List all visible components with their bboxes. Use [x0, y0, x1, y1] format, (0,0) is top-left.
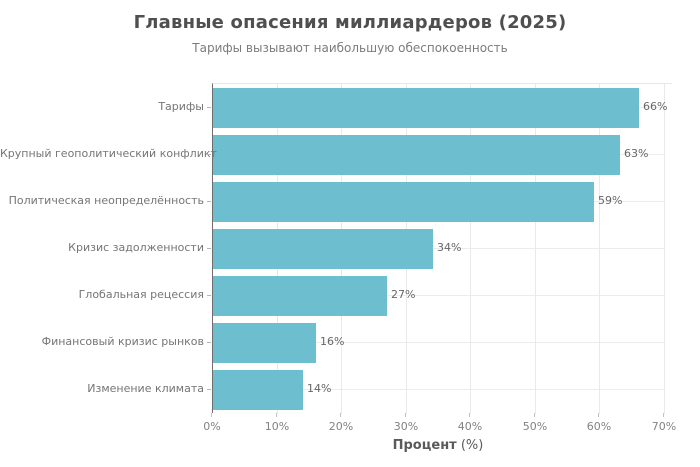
- category-label: Изменение климата: [87, 382, 204, 395]
- bar-6: [213, 323, 316, 363]
- y-axis-tick: [207, 107, 211, 108]
- y-axis-tick: [207, 389, 211, 390]
- x-tick-label: 0%: [203, 420, 221, 433]
- vertical-gridline: [535, 84, 536, 414]
- chart-subtitle: Тарифы вызывают наибольшую обеспокоеннос…: [192, 41, 508, 55]
- y-axis-tick: [207, 342, 211, 343]
- bar-value-label: 63%: [624, 147, 649, 160]
- x-tick-label: 30%: [393, 420, 419, 433]
- bar-value-label: 27%: [391, 288, 416, 301]
- x-tick-label: 40%: [457, 420, 483, 433]
- horizontal-gridline: [213, 295, 665, 296]
- x-tick-label: 70%: [651, 420, 677, 433]
- y-axis-tick: [207, 201, 211, 202]
- bar-5: [213, 276, 387, 316]
- bar-4: [213, 229, 433, 269]
- x-tick-label: 60%: [586, 420, 612, 433]
- y-axis-tick: [207, 295, 211, 296]
- bar-value-label: 34%: [437, 241, 462, 254]
- bar-2: [213, 135, 620, 175]
- x-axis-tick: [663, 413, 664, 417]
- category-label: Политическая неопределённость: [8, 194, 204, 207]
- bar-3: [213, 182, 594, 222]
- y-axis-tick: [207, 154, 211, 155]
- bar-value-label: 59%: [598, 194, 623, 207]
- x-tick-label: 10%: [264, 420, 290, 433]
- category-label: Тарифы: [158, 100, 204, 113]
- x-tick-label: 20%: [328, 420, 354, 433]
- x-axis-title-text: Процент: [392, 438, 457, 453]
- bar-value-label: 66%: [643, 100, 668, 113]
- plot-area: [212, 83, 672, 414]
- horizontal-gridline: [213, 248, 665, 249]
- x-axis-tick: [598, 413, 599, 417]
- x-axis-tick: [534, 413, 535, 417]
- bar-7: [213, 370, 303, 410]
- x-axis-tick: [211, 413, 212, 417]
- x-axis-tick: [340, 413, 341, 417]
- category-label: Кризис задолженности: [68, 241, 204, 254]
- chart-title: Главные опасения миллиардеров (2025): [133, 12, 567, 33]
- x-tick-label: 50%: [522, 420, 548, 433]
- x-axis-title-unit: (%): [460, 438, 484, 453]
- vertical-gridline: [470, 84, 471, 414]
- x-axis-tick: [469, 413, 470, 417]
- x-axis-tick: [405, 413, 406, 417]
- bar-1: [213, 88, 639, 128]
- category-label: Крупный геополитический конфликт: [0, 147, 217, 160]
- category-label: Глобальная рецессия: [78, 288, 204, 301]
- bar-value-label: 16%: [320, 335, 345, 348]
- y-axis-tick: [207, 248, 211, 249]
- horizontal-gridline: [213, 342, 665, 343]
- horizontal-gridline: [213, 389, 665, 390]
- category-label: Финансовый кризис рынков: [41, 335, 204, 348]
- vertical-gridline: [664, 84, 665, 414]
- x-axis-title: Процент (%): [212, 438, 664, 453]
- bar-value-label: 14%: [307, 382, 332, 395]
- x-axis-tick: [276, 413, 277, 417]
- vertical-gridline: [599, 84, 600, 414]
